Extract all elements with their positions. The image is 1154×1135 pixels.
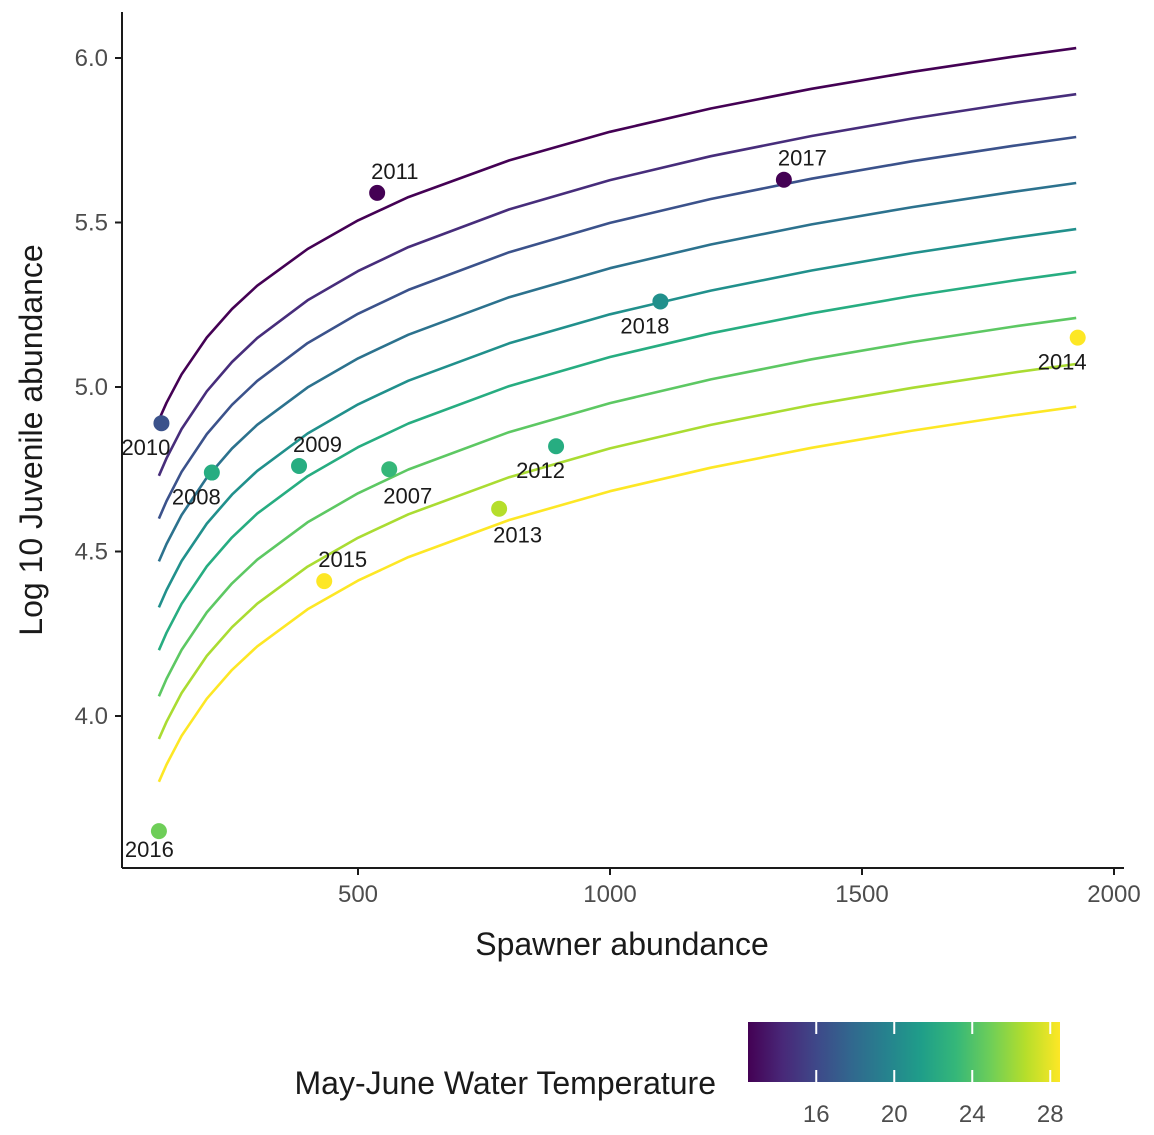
legend-tick-label: 24 xyxy=(959,1101,986,1128)
y-tick-label: 4.5 xyxy=(75,539,108,566)
point-labels: 2010 2011 2017 2018 2014 2008 2009 2007 2012 2013… xyxy=(121,146,1086,862)
data-point xyxy=(316,573,333,590)
data-point xyxy=(153,415,170,432)
fitted-curve xyxy=(157,227,1077,608)
point-label: 2015 xyxy=(318,547,367,572)
data-point xyxy=(291,457,308,474)
legend-tick-label: 20 xyxy=(881,1101,908,1128)
point-label: 2014 xyxy=(1038,350,1087,375)
point-label: 2011 xyxy=(371,159,418,184)
fitted-curve xyxy=(157,135,1077,520)
fitted-curve xyxy=(157,362,1077,740)
x-axis-ticks: 500 1000 1500 2000 xyxy=(338,868,1141,908)
fitted-curve xyxy=(157,46,1077,421)
data-point xyxy=(1069,329,1086,346)
data-point xyxy=(150,823,167,840)
data-point xyxy=(491,500,508,517)
fitted-curve xyxy=(157,405,1077,783)
legend-tick-label: 16 xyxy=(803,1101,830,1128)
point-label: 2018 xyxy=(620,313,669,338)
legend-title: May-June Water Temperature xyxy=(295,1065,717,1101)
point-label: 2013 xyxy=(493,523,542,548)
point-label: 2007 xyxy=(383,483,432,508)
data-point xyxy=(369,184,386,201)
y-tick-label: 5.0 xyxy=(75,374,108,401)
data-point xyxy=(548,438,565,455)
point-label: 2010 xyxy=(121,435,170,460)
point-label: 2012 xyxy=(516,458,565,483)
x-axis-title: Spawner abundance xyxy=(475,926,769,962)
fitted-curves xyxy=(157,46,1077,783)
fitted-curve xyxy=(157,92,1077,477)
x-tick-label: 2000 xyxy=(1087,881,1140,908)
y-axis-title: Log 10 Juvenile abundance xyxy=(13,244,49,635)
data-point xyxy=(203,464,220,481)
data-points xyxy=(150,171,1086,840)
fitted-curve xyxy=(157,270,1077,651)
y-tick-label: 5.5 xyxy=(75,210,108,237)
y-tick-label: 6.0 xyxy=(75,45,108,72)
fitted-curve xyxy=(157,181,1077,562)
point-label: 2016 xyxy=(125,837,174,862)
fitted-curve xyxy=(157,316,1077,697)
x-tick-label: 1500 xyxy=(835,881,888,908)
data-point xyxy=(381,461,398,478)
legend-tick-label: 28 xyxy=(1037,1101,1064,1128)
data-point xyxy=(652,293,669,310)
y-tick-label: 4.0 xyxy=(75,703,108,730)
point-label: 2008 xyxy=(172,485,221,510)
point-label: 2017 xyxy=(778,146,827,171)
y-axis-ticks: 4.0 4.5 5.0 5.5 6.0 xyxy=(75,45,122,730)
legend-ticks: 16 20 24 28 xyxy=(803,1022,1064,1128)
point-label: 2009 xyxy=(293,432,342,457)
x-tick-label: 500 xyxy=(338,881,378,908)
data-point xyxy=(775,171,792,188)
legend-colorbar xyxy=(748,1022,1060,1082)
x-tick-label: 1000 xyxy=(583,881,636,908)
